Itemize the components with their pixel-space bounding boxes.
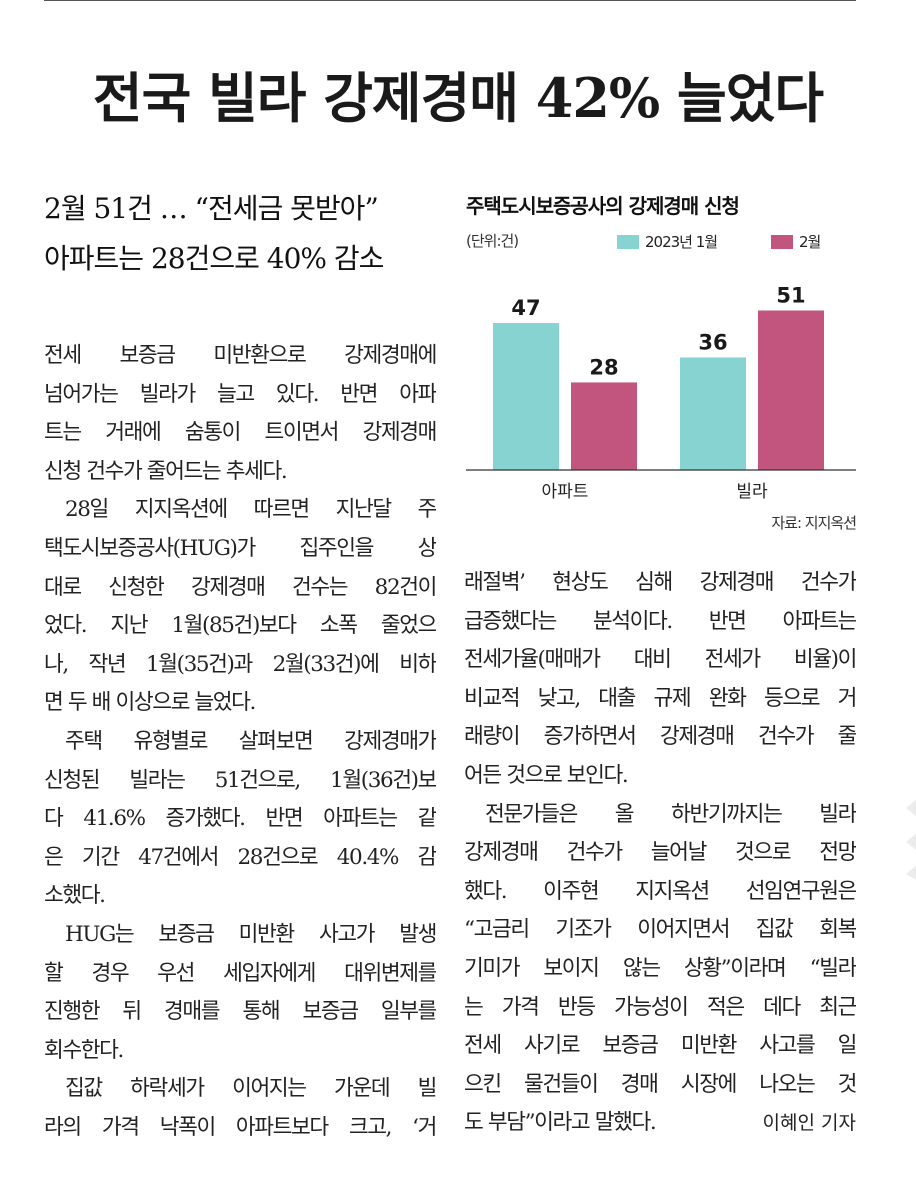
x-tick-label: 아파트 — [542, 482, 589, 502]
article-line: 할 경우 우선 세입자에게 대위변제를 — [44, 960, 436, 986]
legend-label-series-2: 2월 — [799, 233, 821, 251]
article-line: 28일 지지옥션에 따르면 지난달 주 — [65, 497, 436, 523]
article-line: 래절벽’ 현상도 심해 강제경매 건수가 — [464, 570, 856, 595]
article-line: 회수한다. — [44, 1037, 124, 1063]
data-label: 47 — [511, 296, 540, 320]
article-line: 강제경매 건수가 늘어날 것으로 전망 — [464, 840, 856, 866]
article-line: 라의 가격 낙폭이 아파트보다 크고, ‘거 — [44, 1114, 436, 1140]
chart-unit: (단위:건) — [466, 232, 519, 250]
article-line: 전세 사기로 보증금 미반환 사고를 일 — [464, 1033, 856, 1059]
article-line: 소했다. — [44, 883, 106, 909]
article-line: 다 41.6% 증가했다. 반면 아파트는 같 — [44, 806, 436, 832]
article-line: 했다. 이주현 지지옥션 선임연구원은 — [464, 878, 856, 904]
article-line: 택도시보증공사(HUG)가 집주인을 상 — [44, 535, 436, 561]
article-line: 도 부담”이라고 말했다. — [464, 1110, 657, 1136]
byline: 이혜인 기자 — [762, 1112, 856, 1135]
article-line: 대로 신청한 강제경매 건수는 82건이 — [44, 574, 436, 600]
x-tick-label: 빌라 — [736, 482, 768, 502]
chart-title: 주택도시보증공사의 강제경매 신청 — [466, 194, 740, 218]
article-line: 비교적 낮고, 대출 규제 완화 등으로 거 — [464, 685, 856, 711]
article-line: 나, 작년 1월(35건)과 2월(33건)에 비하 — [44, 651, 436, 677]
article-line: 으킨 물건들이 경매 시장에 나오는 것 — [464, 1071, 856, 1097]
data-label: 51 — [776, 284, 805, 308]
bar-2-series-2 — [758, 310, 824, 470]
legend-label-series-1: 2023년 1월 — [645, 233, 718, 251]
article-line: 래량이 증가하면서 강제경매 건수가 줄 — [464, 724, 856, 750]
headline: 전국 빌라 강제경매 42% 늘었다 — [92, 66, 824, 130]
bar-2-series-1 — [680, 357, 746, 470]
article-line: 진행한 뒤 경매를 통해 보증금 일부를 — [44, 999, 436, 1025]
article-line: 면 두 배 이상으로 늘었다. — [44, 690, 256, 716]
article-line: 전세가율(매매가 대비 전세가 비율)이 — [464, 647, 856, 673]
chart-source: 자료: 지지옥션 — [771, 514, 857, 532]
article-line: 전세 보증금 미반환으로 강제경매에 — [44, 343, 436, 368]
article-line: 전문가들은 올 하반기까지는 빌라 — [485, 801, 856, 827]
legend-item-series-1: 2023년 1월 — [617, 231, 718, 252]
legend-item-series-2: 2월 — [771, 231, 821, 252]
legend-swatch-series-1 — [617, 234, 639, 249]
bar-1-series-2 — [571, 382, 637, 470]
article-line: 어든 것으로 보인다. — [464, 762, 629, 788]
article-line: “고금리 기조가 이어지면서 집값 회복 — [464, 917, 856, 943]
article-line: 신청 건수가 줄어드는 추세다. — [44, 458, 288, 484]
closing-line: 도 부담”이라고 말했다. 이혜인 기자 — [464, 1104, 856, 1143]
article-line: 신청된 빌라는 51건으로, 1월(36건)보 — [44, 767, 436, 793]
article-line: 기미가 보이지 않는 상황”이라며 “빌라 — [464, 955, 856, 981]
subhead-line-2: 아파트는 28건으로 40% 감소 — [44, 242, 384, 275]
data-label: 28 — [589, 355, 618, 379]
article-line: 집값 하락세가 이어지는 가운데 빌 — [65, 1076, 436, 1102]
article-line: 트는 거래에 숨통이 트이면서 강제경매 — [44, 420, 436, 446]
legend-swatch-series-2 — [771, 234, 793, 249]
article-line: 는 가격 반등 가능성이 적은 데다 최근 — [464, 994, 856, 1020]
article-line: 넘어가는 빌라가 늘고 있다. 반면 아파 — [44, 381, 436, 407]
bar-chart: 47 28 36 51 아파트 빌라 — [466, 284, 856, 502]
article-line: 은 기간 47건에서 28건으로 40.4% 감 — [44, 844, 436, 870]
top-rule — [44, 0, 856, 1]
article-line: 었다. 지난 1월(85건)보다 소폭 줄었으 — [44, 613, 436, 639]
data-label: 36 — [698, 330, 727, 354]
page-edge-decoration — [906, 800, 916, 880]
subhead-line-1: 2월 51건 … “전세금 못받아” — [44, 192, 379, 225]
bar-1-series-1 — [493, 323, 559, 470]
article-line: HUG는 보증금 미반환 사고가 발생 — [65, 921, 436, 947]
article-line: 주택 유형별로 살펴보면 강제경매가 — [65, 728, 436, 754]
article-line: 급증했다는 분석이다. 반면 아파트는 — [464, 608, 856, 634]
subhead: 2월 51건 … “전세금 못받아” 아파트는 28건으로 40% 감소 — [44, 184, 444, 284]
